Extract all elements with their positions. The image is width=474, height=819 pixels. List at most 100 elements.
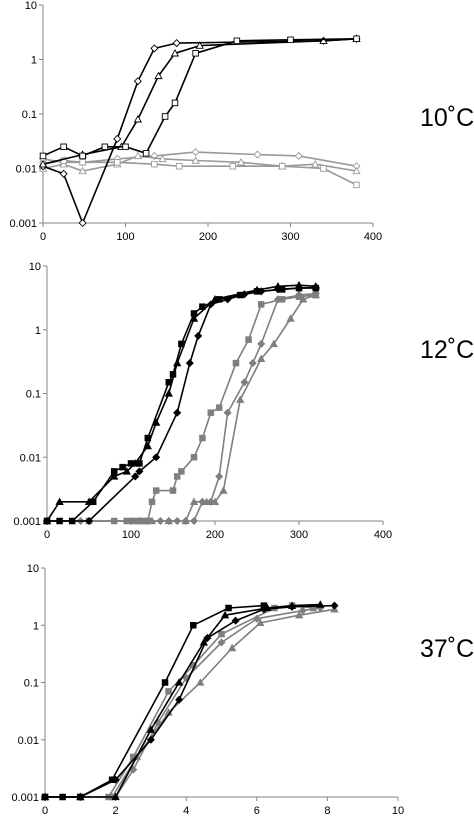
x-tick-label: 200 bbox=[199, 231, 217, 243]
data-point bbox=[131, 459, 140, 467]
data-point bbox=[215, 404, 223, 411]
data-point bbox=[236, 157, 246, 166]
data-point bbox=[252, 614, 261, 623]
data-point bbox=[245, 336, 252, 343]
y-tick-label: 1 bbox=[31, 55, 37, 67]
data-point bbox=[161, 113, 169, 120]
series-line bbox=[47, 286, 316, 522]
data-point bbox=[294, 280, 304, 289]
data-point bbox=[135, 516, 144, 525]
temperature-label: 37˚C bbox=[420, 635, 474, 663]
y-tick-label: 0.1 bbox=[24, 678, 39, 690]
series-line bbox=[42, 38, 357, 224]
series-line bbox=[42, 159, 357, 186]
data-point bbox=[178, 468, 185, 475]
data-point bbox=[131, 472, 140, 481]
data-point bbox=[229, 162, 236, 170]
data-point bbox=[190, 454, 198, 461]
series-line bbox=[46, 284, 316, 522]
x-tick-label: 4 bbox=[183, 805, 189, 817]
temperature-label: 10˚C bbox=[420, 104, 474, 132]
y-tick-label: 0.01 bbox=[18, 735, 39, 747]
data-point bbox=[169, 487, 177, 494]
y-tick-label: 1 bbox=[33, 620, 39, 632]
data-point bbox=[148, 498, 156, 506]
data-point bbox=[135, 467, 144, 476]
data-point bbox=[191, 148, 200, 157]
data-point bbox=[311, 159, 320, 168]
data-point bbox=[113, 159, 121, 166]
data-point bbox=[175, 695, 184, 704]
x-tick-label: 6 bbox=[254, 805, 260, 817]
y-tick-label: 0.001 bbox=[13, 516, 41, 528]
data-point bbox=[253, 150, 262, 159]
x-tick-label: 200 bbox=[206, 529, 224, 541]
series-3 bbox=[42, 280, 320, 525]
y-tick-label: 0.001 bbox=[11, 792, 39, 804]
series-3 bbox=[40, 600, 325, 801]
data-point bbox=[173, 408, 182, 417]
series-3 bbox=[39, 35, 360, 160]
series-line bbox=[45, 604, 264, 798]
data-point bbox=[182, 673, 191, 683]
data-point bbox=[311, 290, 320, 299]
data-point bbox=[171, 99, 179, 107]
data-point bbox=[233, 37, 241, 45]
data-point bbox=[269, 339, 278, 348]
data-point bbox=[189, 314, 199, 322]
y-tick-label: 0.1 bbox=[26, 389, 41, 401]
data-point bbox=[111, 792, 120, 801]
x-tick-label: 300 bbox=[290, 529, 308, 541]
data-point bbox=[152, 487, 160, 494]
data-point bbox=[84, 497, 94, 505]
x-tick-label: 300 bbox=[281, 231, 299, 243]
series-5 bbox=[42, 289, 320, 526]
series-1 bbox=[38, 34, 361, 228]
data-point bbox=[181, 516, 190, 525]
data-point bbox=[219, 486, 228, 494]
data-point bbox=[122, 467, 131, 475]
data-point bbox=[59, 159, 68, 168]
data-point bbox=[189, 497, 199, 505]
data-point bbox=[330, 601, 339, 610]
x-tick-label: 0 bbox=[44, 529, 50, 541]
data-point bbox=[199, 638, 209, 646]
series-line bbox=[45, 608, 335, 798]
x-tick-label: 10 bbox=[392, 805, 404, 817]
series-6 bbox=[39, 157, 360, 189]
data-point bbox=[122, 143, 129, 151]
data-point bbox=[240, 378, 249, 387]
data-point bbox=[59, 169, 68, 178]
y-tick-label: 1 bbox=[35, 325, 41, 337]
x-tick-label: 8 bbox=[324, 805, 330, 817]
series-1 bbox=[41, 602, 268, 801]
data-point bbox=[164, 516, 173, 525]
data-point bbox=[39, 152, 47, 160]
data-point bbox=[294, 151, 303, 160]
data-point bbox=[164, 389, 173, 397]
data-point bbox=[206, 300, 215, 309]
data-point bbox=[133, 114, 143, 123]
y-tick-label: 10 bbox=[25, 0, 37, 12]
data-point bbox=[263, 603, 272, 612]
data-point bbox=[311, 281, 320, 290]
data-point bbox=[133, 151, 143, 160]
data-point bbox=[231, 616, 240, 625]
series-line bbox=[42, 38, 357, 157]
data-point bbox=[225, 604, 232, 612]
data-point bbox=[218, 630, 225, 638]
data-point bbox=[79, 159, 86, 166]
x-tick-label: 400 bbox=[374, 529, 392, 541]
data-point bbox=[111, 775, 120, 784]
x-tick-label: 100 bbox=[122, 529, 140, 541]
series-2 bbox=[38, 34, 361, 168]
data-point bbox=[279, 162, 286, 170]
data-point bbox=[210, 295, 220, 303]
x-tick-label: 2 bbox=[113, 805, 119, 817]
data-point bbox=[319, 36, 328, 45]
y-tick-label: 0.01 bbox=[16, 164, 37, 176]
y-tick-label: 0.1 bbox=[22, 109, 37, 121]
